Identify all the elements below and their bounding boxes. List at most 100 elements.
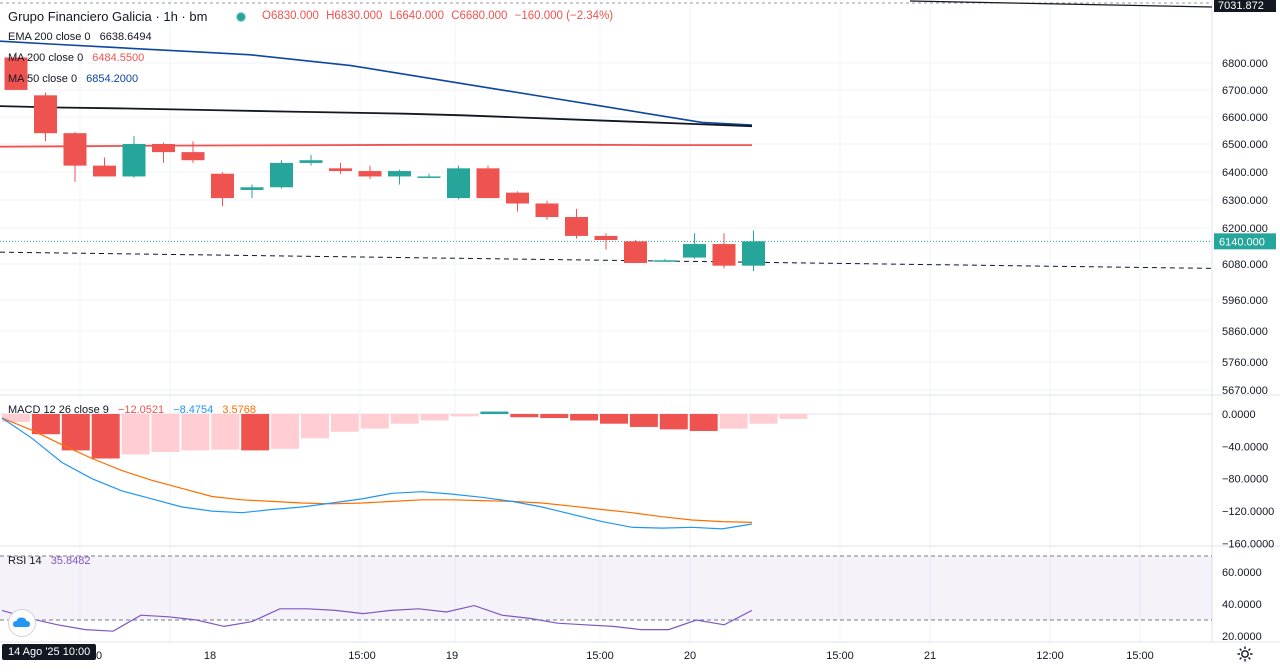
candle-body: [476, 168, 500, 199]
macd-histogram-bar: [540, 414, 569, 419]
price-tick-label: 6080.000: [1222, 259, 1268, 271]
macd-hist-value: 3.5768: [222, 404, 256, 416]
candle-body: [447, 168, 470, 199]
candle-body: [742, 241, 765, 266]
time-tick-label: 21: [924, 650, 936, 662]
macd-histogram-bar: [480, 411, 509, 414]
macd-histogram-bar: [2, 414, 30, 423]
time-tick-label: 15:00: [586, 650, 614, 662]
ema200-line: [0, 105, 753, 128]
candle-body: [240, 187, 264, 190]
price-tick-label: 6500.000: [1222, 139, 1268, 151]
candle-body: [594, 235, 618, 240]
candle-body: [93, 165, 116, 177]
symbol-title[interactable]: Grupo Financiero Galicia · 1h · bm: [8, 9, 208, 24]
price-tick-label: 6300.000: [1222, 195, 1268, 207]
macd-signal-line: [1, 417, 753, 523]
macd-tick-label: 0.0000: [1222, 409, 1256, 421]
macd-tick-label: −120.0000: [1222, 506, 1274, 518]
candle-body: [417, 176, 441, 178]
ohlc-readout: O6830.000 H6830.000 L6640.000 C6680.000 …: [262, 10, 617, 22]
candle-body: [181, 152, 205, 161]
candle-body: [358, 171, 382, 177]
price-tick-label: 6400.000: [1222, 167, 1268, 179]
candle-body: [329, 168, 352, 172]
cloud-icon[interactable]: [8, 609, 36, 637]
macd-histogram-bar: [360, 414, 389, 429]
macd-tick-label: −80.0000: [1222, 474, 1268, 486]
macd-histogram-bar: [151, 414, 180, 453]
macd-line: [1, 417, 753, 530]
macd-histogram-bar: [91, 414, 120, 459]
price-axis: 6800.000 6700.000 6600.000 6500.000 6400.000…: [1214, 0, 1276, 643]
macd-histogram-bar: [570, 414, 599, 421]
legend-ma200[interactable]: MA 200 close 0 6484.5500: [8, 52, 144, 64]
legend-rsi[interactable]: RSI 14 35.8482: [8, 555, 90, 567]
support-trendline: [0, 251, 1213, 269]
candle-body: [270, 162, 293, 188]
macd-histogram-bar: [211, 414, 240, 450]
macd-histogram-bar: [330, 414, 359, 432]
ma200-value: 6484.5500: [92, 52, 145, 64]
macd-histogram-bar: [390, 414, 419, 424]
macd-histogram-bar: [510, 414, 539, 418]
candle-body: [565, 217, 588, 236]
macd-histogram-bar: [600, 414, 628, 424]
candle-body: [63, 133, 87, 166]
macd-value: −12.0521: [117, 404, 165, 416]
last-price-badge: [1214, 233, 1276, 250]
price-tick-label: 6600.000: [1222, 112, 1268, 124]
price-tick-label: 5960.000: [1222, 295, 1268, 307]
candle-body: [624, 241, 647, 263]
time-tick-label: 19: [446, 650, 458, 662]
rsi-tick-label: 40.0000: [1222, 599, 1262, 611]
candle-body: [4, 57, 28, 90]
macd-panel: [0, 411, 1212, 530]
time-tick-label: 18: [204, 650, 216, 662]
legend-macd[interactable]: MACD 12 26 close 9 −12.0521 −8.4754 3.57…: [8, 404, 256, 416]
macd-histogram-bar: [689, 414, 718, 431]
macd-histogram-bar: [629, 414, 658, 427]
candle-body: [506, 192, 529, 204]
legend-ema200[interactable]: EMA 200 close 0 6638.6494: [8, 31, 152, 43]
price-tick-label: 5760.000: [1222, 357, 1268, 369]
rsi-band: [0, 556, 1212, 620]
rsi-tick-label: 60.0000: [1222, 567, 1262, 579]
macd-histogram-bar: [779, 414, 808, 419]
ma200-label: MA 200 close 0: [8, 52, 84, 64]
high-value: H6830.000: [326, 10, 383, 22]
macd-histogram-bar: [271, 414, 300, 449]
macd-histogram-bar: [420, 414, 449, 421]
rsi-line: [1, 604, 753, 632]
time-tick-label: 20: [684, 650, 696, 662]
candle-body: [535, 203, 559, 218]
top-price-badge-text: 7031.872: [1218, 0, 1264, 12]
low-value: L6640.000: [389, 10, 444, 22]
crosshair-date-label: 14 Ago '25 10:00: [2, 644, 97, 660]
candle-body: [122, 144, 146, 177]
price-tick-label: 6200.000: [1222, 223, 1268, 235]
macd-label: MACD 12 26 close 9: [8, 404, 109, 416]
macd-histogram-bar: [181, 414, 210, 451]
close-value: C6680.000: [451, 10, 508, 22]
rsi-label: RSI 14: [8, 555, 42, 567]
candle-body: [712, 244, 736, 266]
gear-icon[interactable]: [1236, 645, 1254, 663]
time-tick-label: 15:00: [826, 650, 854, 662]
ma50-value: 6854.2000: [86, 73, 139, 85]
macd-histogram-bar: [61, 414, 90, 451]
ma50-line: [0, 40, 753, 126]
ma50-label: MA 50 close 0: [8, 73, 78, 85]
macd-histogram-bar: [749, 414, 778, 424]
open-value: O6830.000: [262, 10, 319, 22]
legend-ma50[interactable]: MA 50 close 0 6854.2000: [8, 73, 138, 85]
price-tick-label: 5670.000: [1222, 385, 1268, 397]
time-tick-label: 15:00: [348, 650, 376, 662]
upper-trendline: [909, 0, 1213, 8]
macd-histogram-bar: [450, 414, 479, 417]
ma200-line: [0, 143, 752, 148]
price-tick-label: 6700.000: [1222, 85, 1268, 97]
macd-tick-label: −40.0000: [1222, 441, 1268, 453]
